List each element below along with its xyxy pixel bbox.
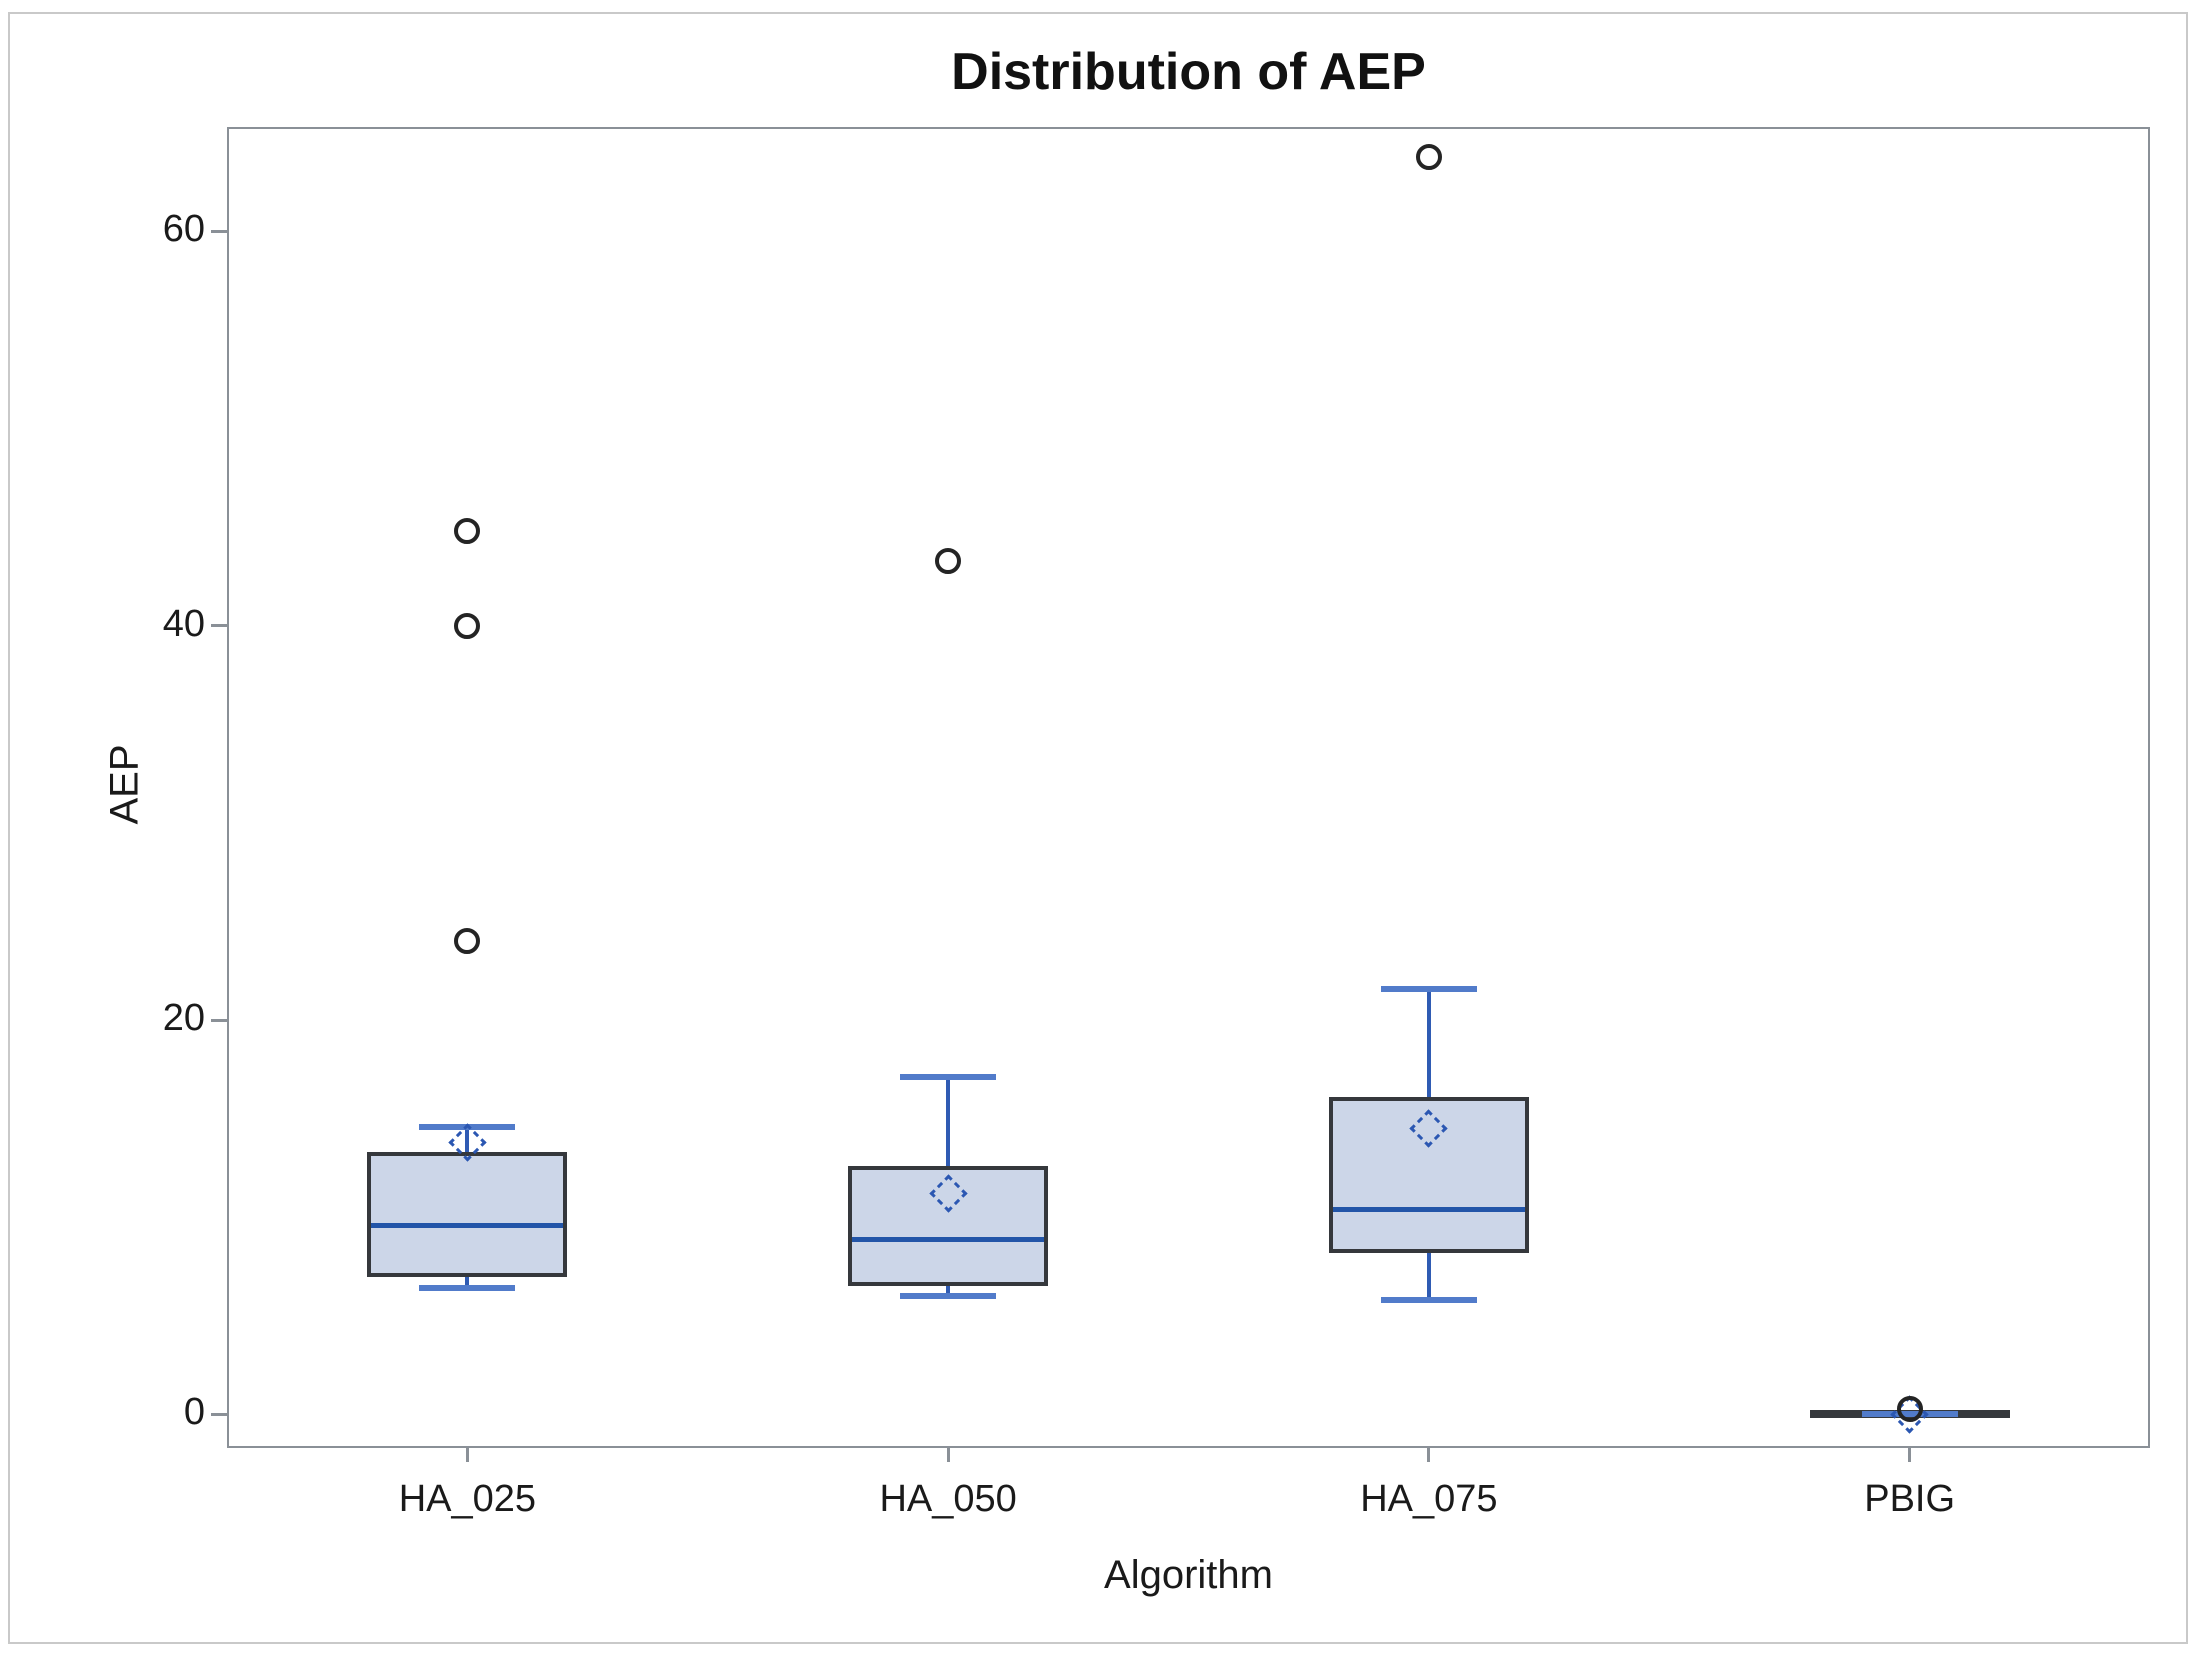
outlier-point [1896, 1395, 1923, 1422]
chart-title: Distribution of AEP [951, 43, 1426, 101]
y-axis-label: AEP [102, 744, 147, 825]
outlier-point [454, 928, 481, 955]
y-tick-mark [211, 624, 227, 628]
median-line [852, 1236, 1045, 1242]
box-border [1328, 1096, 1529, 1253]
x-tick-mark [946, 1448, 950, 1462]
upper-whisker-cap [419, 1123, 516, 1130]
box-border [367, 1152, 568, 1277]
figure-border [8, 12, 2188, 1644]
x-tick-label: HA_075 [1360, 1478, 1498, 1520]
y-tick-label: 40 [162, 602, 205, 645]
lower-whisker-cap [1380, 1297, 1477, 1304]
outlier-point [1415, 143, 1442, 170]
x-tick-label: HA_050 [879, 1478, 1017, 1520]
median-line [371, 1222, 564, 1228]
y-tick-mark [211, 229, 227, 233]
x-tick-mark [1908, 1448, 1912, 1462]
outlier-point [454, 612, 481, 639]
box-HA_075 [1332, 1100, 1525, 1249]
y-tick-mark [211, 1412, 227, 1416]
box-border [848, 1165, 1049, 1287]
lower-whisker-stem [1426, 1248, 1431, 1301]
x-axis-label: Algorithm [1104, 1553, 1273, 1597]
upper-whisker-cap [900, 1074, 997, 1081]
upper-whisker-stem [946, 1077, 951, 1170]
median-line [1332, 1206, 1525, 1212]
y-tick-label: 20 [162, 997, 205, 1040]
x-tick-mark [1427, 1448, 1431, 1462]
outlier-point [454, 518, 481, 545]
upper-whisker-cap [1380, 985, 1477, 992]
outlier-point [935, 547, 962, 574]
lower-whisker-cap [900, 1293, 997, 1300]
lower-whisker-cap [419, 1285, 516, 1292]
y-tick-label: 0 [183, 1391, 205, 1434]
y-tick-label: 60 [162, 208, 205, 251]
x-tick-label: PBIG [1864, 1478, 1956, 1520]
lower-whisker-stem [946, 1282, 951, 1297]
box-HA_025 [371, 1156, 564, 1273]
upper-whisker-stem [1426, 988, 1431, 1101]
lower-whisker-stem [465, 1272, 470, 1289]
box-HA_050 [852, 1169, 1045, 1283]
x-tick-label: HA_025 [398, 1478, 537, 1520]
x-tick-mark [465, 1448, 469, 1462]
y-tick-mark [211, 1018, 227, 1022]
upper-whisker-stem [465, 1126, 470, 1157]
